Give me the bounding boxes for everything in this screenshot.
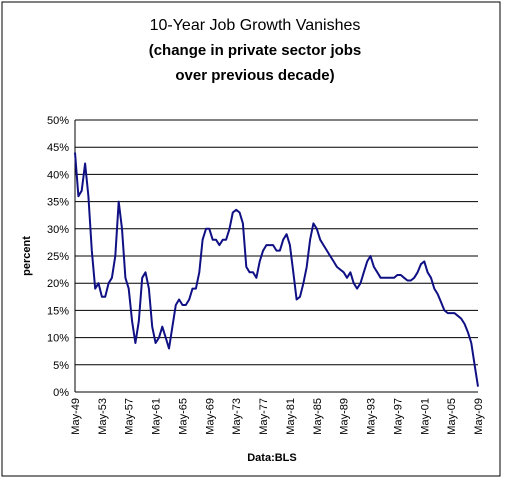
- x-tick-label: May-85: [312, 398, 324, 435]
- chart-frame: [1, 1, 501, 477]
- y-tick-label: 40%: [47, 169, 69, 181]
- chart-title: 10-Year Job Growth Vanishes: [150, 17, 361, 34]
- x-tick-label: May-93: [366, 398, 378, 435]
- x-tick-label: May-65: [177, 398, 189, 435]
- y-tick-label: 35%: [47, 197, 69, 209]
- x-tick-label: May-53: [97, 398, 109, 435]
- x-tick-label: May-49: [70, 398, 82, 435]
- y-tick-label: 25%: [47, 251, 69, 263]
- x-axis-label: Data:BLS: [247, 452, 297, 464]
- data-line: [74, 152, 479, 387]
- y-tick-label: 30%: [47, 224, 69, 236]
- x-tick-label: May-69: [204, 398, 216, 435]
- y-tick-label: 0%: [53, 387, 69, 399]
- x-tick-label: May-73: [231, 398, 243, 435]
- x-tick-label: May-05: [446, 398, 458, 435]
- y-tick-label: 45%: [47, 142, 69, 154]
- y-tick-label: 20%: [47, 278, 69, 290]
- x-tick-label: May-57: [124, 398, 136, 435]
- y-tick-label: 50%: [47, 115, 69, 127]
- x-tick-label: May-89: [339, 398, 351, 435]
- y-axis-label: percent: [21, 236, 33, 276]
- x-tick-label: May-01: [419, 398, 431, 435]
- y-tick-label: 10%: [47, 333, 69, 345]
- x-tick-label: May-09: [473, 398, 485, 435]
- y-tick-label: 5%: [53, 360, 69, 372]
- chart-subtitle: over previous decade): [175, 67, 334, 84]
- x-tick-label: May-61: [151, 398, 163, 435]
- y-tick-label: 15%: [47, 305, 69, 317]
- x-tick-label: May-77: [258, 398, 270, 435]
- chart-subtitle: (change in private sector jobs: [149, 42, 362, 59]
- x-tick-label: May-97: [392, 398, 404, 435]
- x-tick-label: May-81: [285, 398, 297, 435]
